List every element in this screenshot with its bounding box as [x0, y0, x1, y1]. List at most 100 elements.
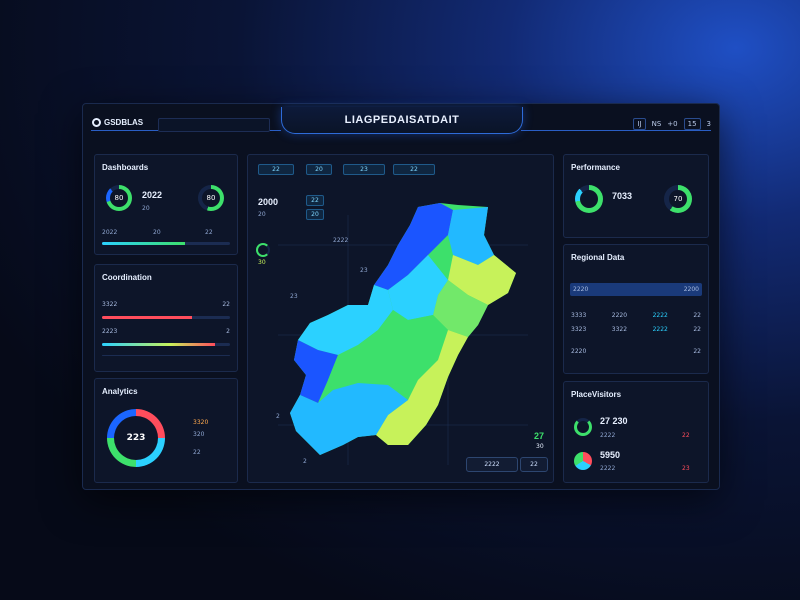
right-panel-regional: Regional Data 2220 2200 3333 2220 2222 2…: [563, 244, 709, 374]
logo-mark-icon: [92, 118, 101, 127]
map-region-central-east: [433, 280, 488, 337]
visitor-delta-1: 22: [682, 432, 690, 439]
table-row[interactable]: 3323 3322 2222 22: [571, 323, 701, 336]
panel-title: Analytics: [102, 387, 138, 396]
row-bar: [102, 343, 230, 346]
gauge-label: 30: [258, 259, 266, 266]
legend-item-1: 3320: [193, 419, 209, 426]
stat-value: 7033: [612, 191, 633, 201]
stat-label: 20: [142, 205, 150, 212]
cell-d: 22: [693, 312, 701, 319]
secondary-ring: 80: [198, 185, 224, 211]
map-panel: 22 20 23 22 2000 22 20 20 30: [247, 154, 554, 483]
visitor-value-2: 5950: [600, 450, 621, 460]
cell-a: 3333: [571, 312, 587, 319]
map-label-2: 23: [360, 267, 368, 274]
map-secondary-button[interactable]: 22: [520, 457, 548, 472]
progress-ring: [575, 185, 603, 213]
list-item[interactable]: 3322 22: [102, 298, 230, 311]
panel-title: PlaceVisitors: [571, 390, 622, 399]
map-action-label: 2222: [484, 461, 500, 468]
map-badge-2[interactable]: 20: [306, 209, 324, 220]
legend-item-2: 320: [193, 431, 205, 438]
cell-d: 22: [693, 326, 701, 333]
map-region-north: [374, 203, 453, 290]
cell-a: 2220: [571, 348, 587, 355]
donut-chart: 223: [107, 409, 165, 467]
map-label-3: 23: [290, 293, 298, 300]
logo-text: GSDBLAS: [104, 118, 144, 127]
legend-item-3: 22: [193, 449, 201, 456]
progress-bar: [102, 242, 230, 245]
panel-title: Dashboards: [102, 163, 149, 172]
app-logo[interactable]: GSDBLAS: [92, 118, 143, 127]
table-row-selected[interactable]: 2220 2200: [570, 283, 702, 296]
panel-title: Performance: [571, 163, 620, 172]
table-row[interactable]: 3333 2220 2222 22: [571, 309, 701, 322]
visitor-icon-1: [574, 418, 592, 436]
map-region-far-south: [290, 383, 408, 455]
visitor-sub-2: 2222: [600, 465, 616, 472]
map-region-northeast: [448, 207, 494, 265]
tab-3[interactable]: 23: [343, 164, 385, 175]
visitor-value-1: 27 230: [600, 416, 628, 426]
list-item[interactable]: 2223 2: [102, 325, 230, 338]
search-input[interactable]: [158, 118, 270, 132]
footer-label-3: 22: [205, 229, 213, 236]
row-bar: [102, 316, 230, 319]
secondary-ring-value: 70: [669, 190, 687, 208]
map-badge-1[interactable]: 22: [306, 195, 324, 206]
cell-c: 2222: [652, 326, 668, 333]
header-button-1[interactable]: IJ: [633, 118, 646, 130]
panel-title: Coordination: [102, 273, 152, 282]
visitor-sub-1: 2222: [600, 432, 616, 439]
map-region-east: [448, 255, 516, 305]
left-panel-coordination: Coordination 3322 22 2223 2: [94, 264, 238, 372]
map-region-west: [298, 285, 393, 355]
dashboard-window: GSDBLAS LIAGPEDAISATDAIT IJ NS +0 15 3 D…: [82, 103, 720, 490]
ring-center-value: 80: [110, 189, 128, 207]
donut-center-value: 223: [114, 416, 158, 460]
progress-ring: 80: [106, 185, 132, 211]
tab-4[interactable]: 22: [393, 164, 435, 175]
cell-b: 3322: [611, 326, 628, 333]
header-button-2[interactable]: NS: [651, 120, 662, 128]
header-line-right: [521, 130, 711, 131]
map-secondary-label: 22: [530, 461, 538, 468]
stat-value: 2022: [142, 190, 163, 200]
cell-b: 2200: [683, 286, 699, 293]
cell-b: 22: [693, 348, 701, 355]
footer-label-2: 20: [153, 229, 161, 236]
map-region-central-south: [328, 310, 448, 390]
cell-b: 2220: [611, 312, 628, 319]
table-row[interactable]: 2220 22: [571, 345, 701, 358]
header-bar: GSDBLAS LIAGPEDAISATDAIT IJ NS +0 15 3: [83, 104, 719, 140]
panel-title: Regional Data: [571, 253, 625, 262]
visitor-icon-2: [574, 452, 592, 470]
divider: [102, 355, 230, 356]
map-label-5: 2: [303, 458, 307, 465]
header-button-4[interactable]: 15: [683, 118, 701, 130]
tab-2[interactable]: 20: [306, 164, 332, 175]
header-controls: IJ NS +0 15 3: [633, 118, 711, 130]
row-value: 2: [226, 328, 230, 335]
footer-label-1: 2022: [102, 229, 118, 236]
corner-sub: 30: [536, 443, 544, 450]
corner-value: 27: [534, 431, 545, 441]
page-title: LIAGPEDAISATDAIT: [344, 114, 460, 126]
right-panel-visitors: PlaceVisitors 27 230 2222 22 5950 2222 2…: [563, 381, 709, 483]
map-action-button[interactable]: 2222: [466, 457, 518, 472]
header-button-5[interactable]: 3: [706, 120, 711, 128]
header-button-3[interactable]: +0: [667, 120, 678, 128]
map-label-4: 2: [276, 413, 280, 420]
choropleth-map[interactable]: [248, 155, 553, 482]
right-panel-performance: Performance 7033 70: [563, 154, 709, 238]
secondary-ring: 70: [664, 185, 692, 213]
row-label: 2223: [102, 328, 118, 335]
map-stat-sub: 20: [258, 211, 266, 218]
tab-1[interactable]: 22: [258, 164, 294, 175]
left-panel-dashboards: Dashboards 80 2022 20 80 2022 20 22: [94, 154, 238, 255]
secondary-ring-value: 80: [202, 189, 220, 207]
map-stat-value: 2000: [258, 197, 279, 207]
map-region-central: [388, 255, 448, 320]
